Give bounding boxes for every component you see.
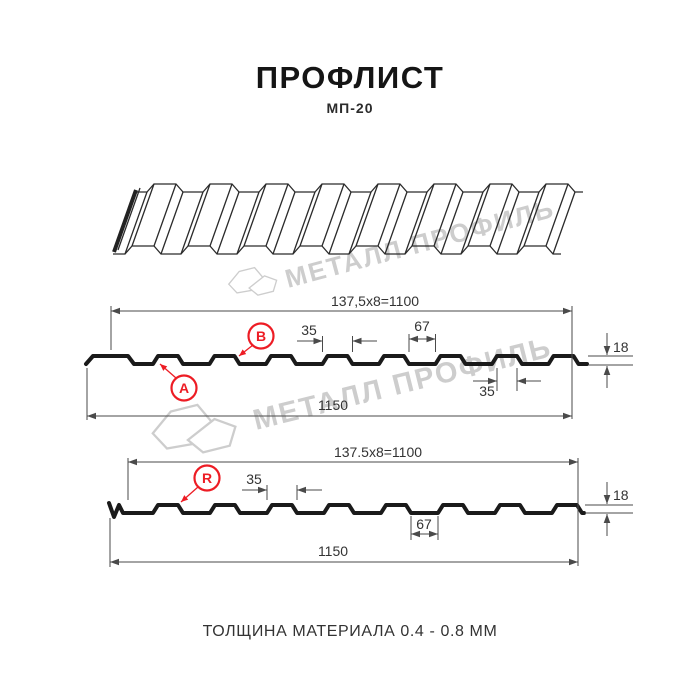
dim-module-width: 137.5x8=1100 xyxy=(127,444,579,566)
marker-a: A xyxy=(159,363,198,402)
dim-label-flat-width: 67 xyxy=(414,318,430,334)
watermark-lower: МЕТАЛЛ ПРОФИЛЬ xyxy=(151,332,555,454)
dim-overall-width: 1150 xyxy=(86,368,572,420)
marker-b: B xyxy=(238,322,275,357)
profile-bottom-outline xyxy=(107,501,586,519)
dim-label-flat-width: 67 xyxy=(416,516,432,532)
dim-rib-bottom-width: 35 xyxy=(473,368,541,399)
sheet-3d-view xyxy=(112,183,584,255)
dim-height: 18 xyxy=(588,333,633,388)
dim-label-overall-width: 1150 xyxy=(318,543,348,559)
dim-label-rib-width: 35 xyxy=(246,471,262,487)
marker-r: R xyxy=(180,464,221,503)
brand-logo-icon xyxy=(228,266,278,296)
page-title: ПРОФЛИСТ xyxy=(256,60,445,95)
watermark-brand-text: МЕТАЛЛ ПРОФИЛЬ xyxy=(250,332,555,437)
dim-label-rib-width: 35 xyxy=(301,322,317,338)
dim-label-module-width: 137.5x8=1100 xyxy=(334,444,422,460)
brand-logo-icon xyxy=(151,403,237,454)
profile-top-outline xyxy=(84,354,589,366)
dim-module-width: 137,5x8=1100 xyxy=(110,293,573,419)
dim-label-overall-width: 1150 xyxy=(318,397,348,413)
profile-top-section: 137,5x8=1100 35 67 18 35 xyxy=(84,293,633,420)
marker-b-label: B xyxy=(256,328,266,344)
dim-flat-width: 67 xyxy=(410,516,439,540)
dim-rib-width: 35 xyxy=(297,322,377,352)
marker-r-label: R xyxy=(202,470,212,486)
dim-overall-width: 1150 xyxy=(109,518,578,567)
dim-label-height: 18 xyxy=(613,487,629,503)
profile-bottom-section: 137.5x8=1100 35 67 18 1150 xyxy=(107,444,633,567)
thickness-note: ТОЛЩИНА МАТЕРИАЛА 0.4 - 0.8 ММ xyxy=(203,623,498,640)
dim-height: 18 xyxy=(585,482,633,536)
dim-rib-width: 35 xyxy=(242,471,322,500)
watermark-upper: МЕТАЛЛ ПРОФИЛЬ xyxy=(228,193,558,296)
dim-flat-width: 67 xyxy=(408,318,436,352)
dim-label-module-width: 137,5x8=1100 xyxy=(331,293,419,309)
marker-a-label: A xyxy=(179,380,189,396)
dim-label-height: 18 xyxy=(613,339,629,355)
page-subtitle: МП-20 xyxy=(327,100,374,116)
dim-label-rib-bottom-width: 35 xyxy=(479,383,495,399)
